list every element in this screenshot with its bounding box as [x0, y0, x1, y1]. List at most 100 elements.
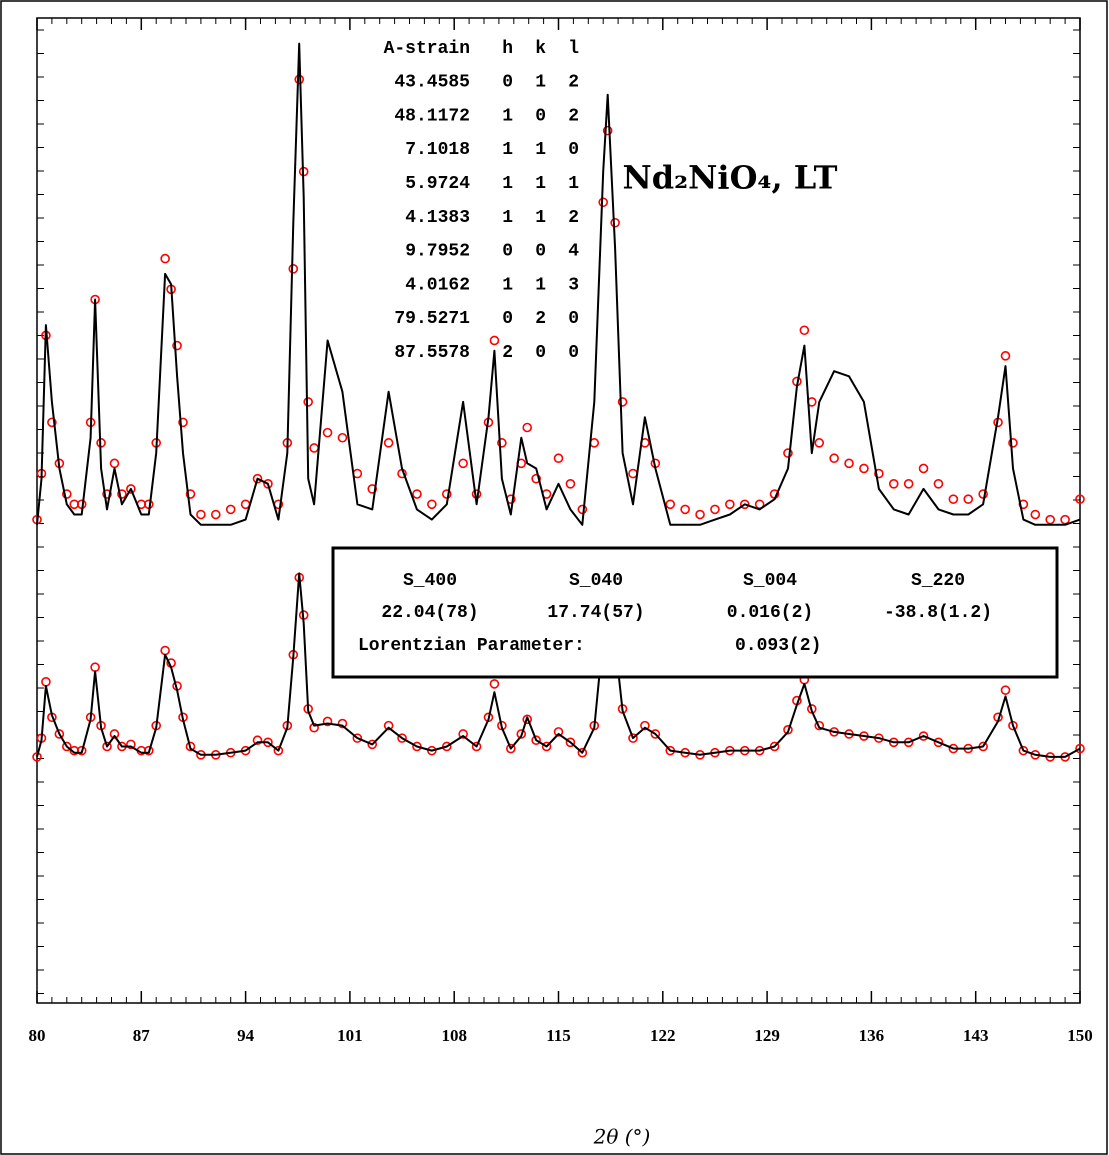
observed-point — [725, 499, 735, 510]
observed-point — [541, 741, 552, 752]
observed-point — [143, 745, 154, 756]
parameter-value: 22.04(78) — [381, 603, 478, 623]
observed-point — [1075, 494, 1085, 504]
table-cell: 0 — [535, 106, 546, 126]
observed-point — [102, 741, 112, 752]
table-cell: 2 — [568, 208, 579, 228]
parameter-box — [331, 546, 1059, 679]
observed-point — [918, 731, 929, 741]
observed-point — [427, 499, 437, 510]
table-cell: 2 — [568, 106, 579, 126]
observed-point — [126, 739, 136, 750]
observed-point — [829, 453, 839, 464]
observed-point — [252, 473, 263, 484]
x-tick-label: 136 — [859, 1026, 885, 1045]
observed-point — [695, 509, 705, 520]
observed-point — [273, 745, 284, 756]
table-cell: 4.1383 — [405, 208, 470, 228]
table-cell: 1 — [502, 106, 513, 126]
x-tick-label: 143 — [963, 1026, 989, 1045]
observed-point — [225, 504, 236, 515]
table-cell: 0 — [502, 309, 513, 329]
observed-point — [814, 720, 825, 731]
observed-point — [62, 741, 72, 752]
plot-frame — [36, 17, 1081, 1004]
observed-point — [1060, 514, 1070, 525]
observed-point — [352, 733, 363, 743]
observed-point — [288, 264, 299, 274]
observed-point — [263, 479, 273, 489]
observed-point — [441, 489, 452, 499]
observed-point — [565, 479, 576, 489]
table-cell: 1 — [502, 140, 513, 160]
observed-point — [640, 720, 650, 731]
observed-point — [117, 489, 127, 499]
x-tick-label: 129 — [754, 1026, 780, 1045]
observed-point — [196, 509, 206, 520]
table-cell: 1 — [535, 174, 546, 194]
table-cell: 87.5578 — [394, 343, 470, 363]
parameter-name: S_400 — [403, 571, 457, 591]
observed-point — [859, 463, 869, 474]
table-cell: 0 — [535, 242, 546, 262]
table-cell: 1 — [502, 174, 513, 194]
x-tick-label: 94 — [237, 1026, 255, 1045]
observed-point — [383, 438, 394, 448]
observed-point — [628, 468, 638, 479]
observed-point — [309, 443, 319, 453]
observed-point — [337, 432, 348, 443]
observed-point — [178, 417, 188, 428]
observed-point — [739, 499, 750, 510]
observed-point — [553, 453, 564, 464]
observed-point — [918, 463, 929, 474]
observed-point — [948, 494, 959, 504]
observed-point — [1018, 745, 1029, 756]
observed-point — [160, 253, 170, 264]
observed-point — [54, 729, 65, 739]
observed-point — [90, 662, 100, 673]
x-axis-label: 2θ (°) — [593, 1125, 651, 1149]
observed-point — [126, 484, 136, 494]
observed-point — [522, 714, 533, 725]
observed-point — [610, 217, 620, 228]
table-cell: 9.7952 — [405, 242, 470, 262]
table-cell: 1 — [535, 73, 546, 93]
x-tick-label: 115 — [546, 1026, 571, 1045]
observed-point — [799, 325, 810, 336]
table-header: h — [502, 39, 513, 59]
note-value: 0.093(2) — [735, 636, 821, 656]
observed-point — [598, 197, 609, 208]
parameter-value: 17.74(57) — [547, 603, 644, 623]
x-tick-label: 101 — [337, 1026, 363, 1045]
observed-point — [47, 417, 57, 428]
observed-point — [1000, 685, 1011, 695]
table-cell: 48.1172 — [394, 106, 470, 126]
observed-point — [367, 484, 378, 494]
observed-point — [814, 438, 825, 448]
observed-point — [553, 727, 564, 737]
observed-point — [458, 729, 468, 739]
observed-point — [185, 741, 196, 752]
observed-point — [577, 747, 588, 758]
observed-point — [963, 494, 974, 504]
observed-point — [303, 397, 313, 407]
observed-point — [367, 739, 378, 750]
observed-point — [32, 752, 42, 762]
table-cell: 1 — [535, 140, 546, 160]
observed-point — [978, 489, 988, 499]
observed-point — [211, 509, 221, 520]
table-cell: 0 — [568, 140, 579, 160]
table-cell: 1 — [502, 208, 513, 228]
observed-point — [62, 489, 72, 499]
observed-point — [252, 735, 263, 746]
table-cell: 7.1018 — [405, 140, 470, 160]
observed-point — [160, 645, 170, 656]
table-cell: 5.9724 — [405, 174, 470, 194]
observed-point — [497, 438, 507, 448]
table-cell: 0 — [502, 242, 513, 262]
observed-point — [412, 741, 422, 752]
calculated-line — [36, 42, 1081, 526]
observed-point — [783, 448, 793, 458]
observed-point — [577, 504, 588, 515]
